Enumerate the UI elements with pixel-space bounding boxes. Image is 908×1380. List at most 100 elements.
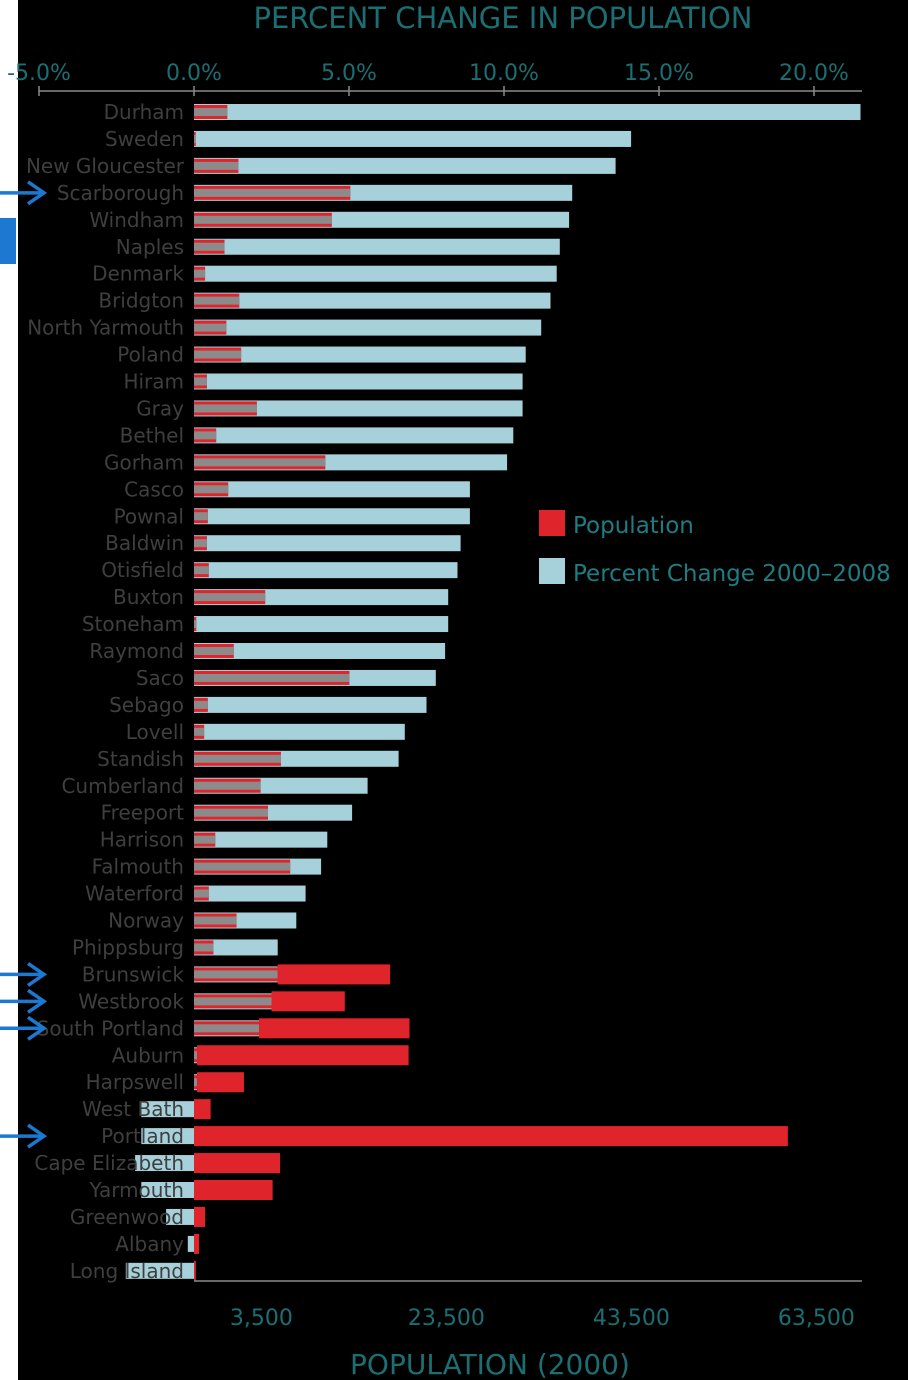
highlight-marker	[0, 218, 16, 264]
arrow-head	[27, 180, 48, 206]
population-bar-brunswick	[277, 964, 391, 985]
category-label-waterford: Waterford	[85, 882, 184, 906]
category-label-new-gloucester: New Gloucester	[26, 154, 185, 178]
population-overlap-buxton	[194, 593, 266, 602]
bottom-tick-label: 63,500	[778, 1306, 855, 1331]
arrow-head	[27, 961, 48, 987]
category-label-albany: Albany	[115, 1232, 184, 1256]
population-overlap-hiram	[194, 377, 207, 386]
top-axis: -5.0% 0.0% 5.0% 10.0% 15.0% 20.0%	[7, 61, 862, 96]
percent-bar-west-bath	[141, 1101, 194, 1118]
percent-bar-sebago	[194, 696, 427, 713]
top-tick-label: 20.0%	[779, 61, 849, 86]
population-overlap-windham	[194, 215, 332, 224]
percent-bar-albany	[187, 1235, 194, 1252]
legend-label-population: Population	[573, 513, 694, 539]
category-labels: Durham Sweden New Gloucester Scarborough Win…	[26, 100, 185, 1283]
category-label-brunswick: Brunswick	[82, 962, 185, 986]
bottom-axis-title: POPULATION (2000)	[350, 1348, 630, 1380]
population-overlap-bridgton	[194, 296, 240, 305]
category-label-lovell: Lovell	[126, 720, 184, 744]
percent-bar-naples	[194, 238, 560, 255]
population-overlap-baldwin	[194, 539, 207, 548]
percent-bar-durham	[194, 104, 861, 120]
percent-bar-bethel	[194, 427, 514, 444]
category-label-auburn: Auburn	[112, 1043, 184, 1067]
bottom-tick-label: 23,500	[408, 1306, 485, 1331]
population-overlap-scarborough	[194, 188, 351, 197]
category-label-north-yarmouth: North Yarmouth	[27, 316, 184, 340]
population-bar-greenwood	[194, 1206, 206, 1227]
category-label-poland: Poland	[117, 343, 184, 367]
category-label-sebago: Sebago	[109, 693, 184, 717]
bottom-tick-label: 3,500	[230, 1306, 293, 1331]
percent-bar-yarmouth	[141, 1182, 194, 1198]
percent-bar-stoneham	[194, 616, 449, 633]
population-overlap-bethel	[194, 431, 217, 440]
top-tick-label: 10.0%	[469, 61, 539, 86]
arrow-icon-south-portland	[0, 1015, 48, 1041]
percent-bar-poland	[194, 346, 526, 363]
percent-bar-pownal	[194, 508, 470, 525]
percent-bar-baldwin	[194, 535, 461, 552]
population-overlap-lovell	[194, 727, 205, 736]
bottom-axis: 3,500 23,500 43,500 63,500	[194, 1280, 862, 1331]
population-overlap-new-gloucester	[194, 161, 239, 170]
category-label-greenwood: Greenwood	[70, 1205, 184, 1229]
chart-panel	[18, 0, 908, 1380]
category-label-harpswell: Harpswell	[86, 1070, 184, 1094]
bottom-tick-label: 43,500	[593, 1306, 670, 1331]
category-label-bridgton: Bridgton	[98, 289, 184, 313]
category-label-south-portland: South Portland	[37, 1016, 184, 1040]
percent-bar-cape-elizabeth	[135, 1155, 194, 1172]
population-overlap-waterford	[194, 889, 209, 898]
population-bar-cape-elizabeth	[194, 1153, 281, 1174]
category-label-otisfield: Otisfield	[101, 558, 184, 582]
legend: Population Percent Change 2000–2008	[539, 510, 891, 587]
category-label-freeport: Freeport	[101, 801, 185, 825]
population-bar-west-bath	[194, 1099, 211, 1120]
population-overlap-sebago	[194, 700, 208, 709]
legend-swatch-percent-change	[539, 558, 565, 584]
percent-bar-new-gloucester	[194, 157, 616, 174]
category-label-scarborough: Scarborough	[57, 181, 184, 205]
population-overlap-phippsburg	[194, 943, 214, 952]
category-label-durham: Durham	[104, 100, 184, 124]
population-overlap-cumberland	[194, 781, 261, 790]
category-label-cape-elizabeth: Cape Elizabeth	[34, 1151, 184, 1175]
category-label-standish: Standish	[97, 747, 184, 771]
arrow-head	[27, 1015, 48, 1041]
legend-label-percent-change: Percent Change 2000–2008	[573, 561, 891, 587]
category-label-long-island: Long Island	[70, 1259, 184, 1283]
population-overlap-south-portland	[194, 1024, 260, 1033]
category-label-bethel: Bethel	[120, 423, 184, 447]
population-overlap-gray	[194, 404, 257, 413]
category-label-cumberland: Cumberland	[61, 774, 184, 798]
category-label-harrison: Harrison	[100, 828, 184, 852]
percent-bar-north-yarmouth	[194, 319, 542, 336]
arrow-icon-westbrook	[0, 988, 48, 1014]
population-overlap-denmark	[194, 269, 206, 278]
arrow-icon-brunswick	[0, 961, 48, 987]
category-label-gorham: Gorham	[104, 450, 184, 474]
category-label-windham: Windham	[89, 208, 184, 232]
percent-bar-raymond	[194, 643, 446, 659]
population-overlap-otisfield	[194, 566, 209, 575]
category-label-sweden: Sweden	[105, 127, 184, 151]
top-tick-label: 0.0%	[166, 61, 222, 86]
population-bar-south-portland	[259, 1018, 410, 1039]
percent-bar-casco	[194, 481, 470, 498]
population-bar-long-island	[194, 1260, 196, 1281]
bar-series	[125, 104, 861, 1281]
population-overlap-durham	[194, 108, 228, 116]
population-overlap-harrison	[194, 835, 216, 844]
population-overlap-saco	[194, 673, 350, 682]
percent-bar-greenwood	[166, 1208, 194, 1225]
percent-bar-portland	[141, 1128, 194, 1145]
chart-title: PERCENT CHANGE IN POPULATION	[253, 1, 752, 35]
category-label-stoneham: Stoneham	[82, 612, 184, 636]
population-overlap-stoneham	[194, 620, 197, 629]
percent-bar-phippsburg	[194, 939, 278, 956]
percent-bar-sweden	[194, 130, 632, 147]
